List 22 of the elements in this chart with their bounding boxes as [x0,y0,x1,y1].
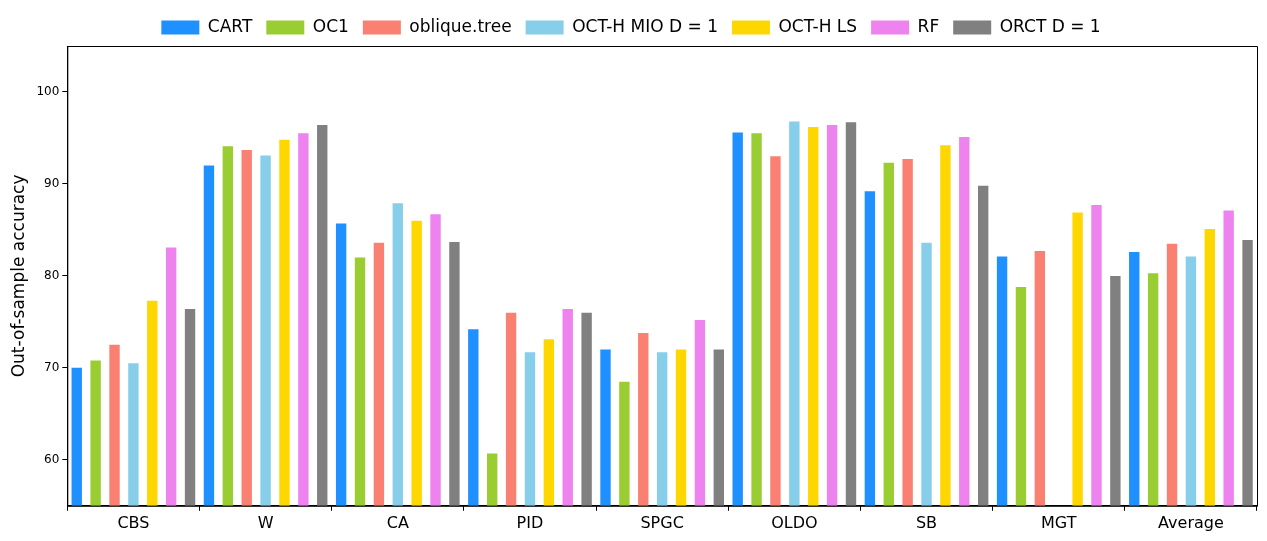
y-tick-label: 80 [44,268,60,283]
x-tick-label: CA [386,512,409,532]
legend-label: OCT-H LS [778,15,858,36]
y-axis-title: Out-of-sample accuracy [7,174,28,378]
x-tick-label: PID [516,512,544,532]
legend-label: OCT-H MIO D = 1 [572,15,718,36]
x-tick-label: Average [1158,512,1224,532]
x-tick-label: SPGC [640,512,684,532]
legend-label: oblique.tree [409,15,512,36]
legend-label: OC1 [312,15,349,36]
x-tick-label: CBS [117,512,150,532]
legend-label: CART [207,15,253,36]
legend-label: ORCT D = 1 [999,15,1101,36]
y-tick-label: 90 [44,176,60,191]
x-tick-label: SB [915,512,938,532]
legend-label: RF [917,15,940,36]
y-tick-label: 70 [44,359,60,374]
y-tick-label: 60 [44,451,60,466]
x-tick-label: MGT [1041,512,1077,532]
x-tick-label: W [257,512,274,532]
y-tick-label: 100 [36,84,60,99]
x-tick-label: OLDO [771,512,818,532]
